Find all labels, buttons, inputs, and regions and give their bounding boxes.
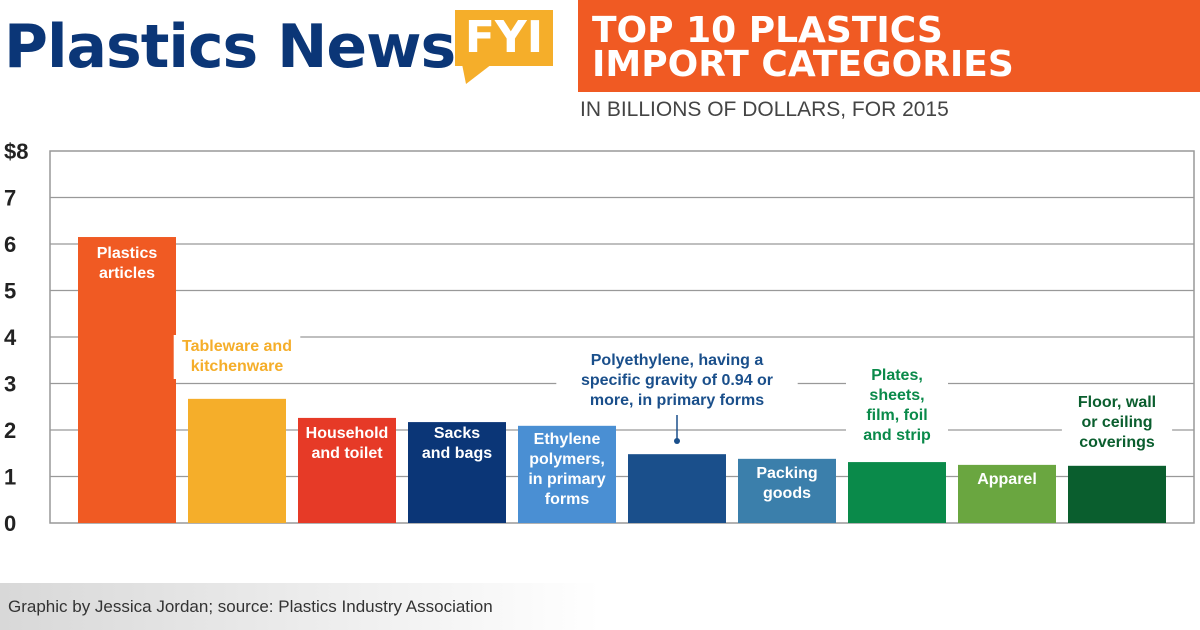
bar-label: articles (99, 265, 155, 282)
bar (738, 458, 836, 523)
bar (188, 398, 286, 523)
y-tick-label: 0 (4, 511, 16, 536)
bar (408, 422, 506, 523)
y-tick-label: 3 (4, 372, 16, 397)
bar-label: or ceiling (1081, 414, 1152, 431)
plastics-news-logo: Plastics News (4, 12, 456, 82)
bar-label: coverings (1079, 434, 1155, 451)
bar (518, 425, 616, 523)
y-tick-label: 5 (4, 279, 16, 304)
y-tick-label: 2 (4, 418, 16, 443)
y-tick-label: 1 (4, 465, 16, 490)
bar (298, 417, 396, 523)
y-tick-label: 6 (4, 232, 16, 257)
chart-title: TOP 10 PLASTICS IMPORT CATEGORIES (578, 0, 1200, 92)
bar-label: Packing (756, 465, 817, 482)
bar-label: Floor, wall (1078, 394, 1156, 411)
label-background (846, 364, 948, 448)
bar-label: Ethylene (534, 431, 601, 448)
bar (848, 462, 946, 523)
bar-label: Plates, (871, 367, 923, 384)
bar (628, 454, 726, 523)
bar-label: Sacks (434, 425, 480, 442)
bar (958, 464, 1056, 523)
source-credit: Graphic by Jessica Jordan; source: Plast… (8, 597, 493, 616)
fyi-badge: FYI (455, 10, 553, 66)
chart-subtitle: IN BILLIONS OF DOLLARS, FOR 2015 (580, 98, 949, 121)
bar-label: Tableware and (182, 338, 292, 355)
bar-label: Apparel (977, 471, 1037, 488)
bar-label: forms (545, 491, 590, 508)
y-tick-label: $8 (4, 139, 28, 164)
y-tick-label: 4 (4, 325, 17, 350)
bar-label: Polyethylene, having a (591, 352, 764, 369)
y-tick-label: 7 (4, 186, 16, 211)
bar-label: and bags (422, 445, 492, 462)
bar-label: sheets, (869, 387, 924, 404)
bar-label: goods (763, 485, 811, 502)
title-line-1: TOP 10 PLASTICS (592, 10, 943, 51)
bar-label: specific gravity of 0.94 or (581, 372, 773, 389)
bar-label: in primary (528, 471, 605, 488)
bar (1068, 465, 1166, 523)
bar-label: Plastics (97, 245, 158, 262)
footer-band (0, 583, 600, 630)
label-background (556, 349, 798, 413)
bar-label: more, in primary forms (590, 392, 764, 409)
leader-dot (674, 438, 680, 444)
bar-label: and toilet (311, 445, 383, 462)
label-background (1061, 391, 1173, 455)
bar-label: kitchenware (191, 358, 284, 375)
bar-label: and strip (863, 427, 931, 444)
label-background (173, 335, 301, 379)
bar (78, 237, 176, 523)
speech-bubble-tail (462, 64, 492, 84)
title-line-2: IMPORT CATEGORIES (592, 44, 1014, 85)
bar-label: film, foil (866, 407, 927, 424)
bar-label: Household (306, 425, 389, 442)
bar-label: polymers, (529, 451, 605, 468)
